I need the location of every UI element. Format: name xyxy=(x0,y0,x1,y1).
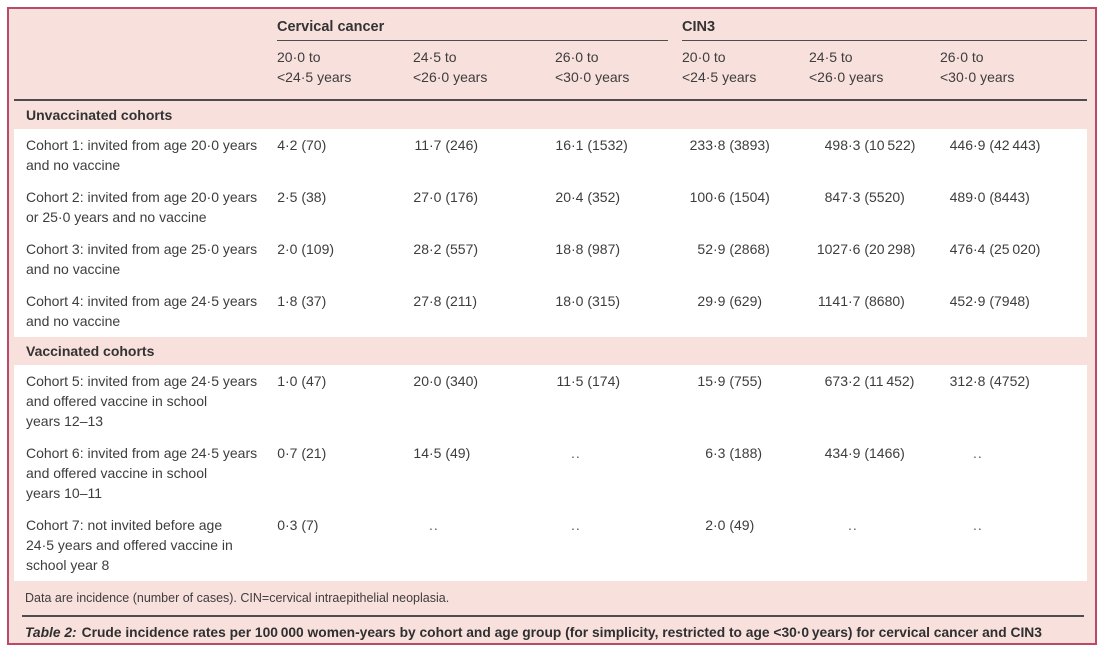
value-cell: .. xyxy=(429,517,439,533)
table-row: Cohort 5: invited from age 24·5 years and… xyxy=(14,365,1087,437)
value-cell: 2·0 (109) xyxy=(277,241,335,257)
section-header-vaccinated: Vaccinated cohorts xyxy=(26,343,155,359)
value-cell: .. xyxy=(848,517,858,533)
column-group-row: Cervical cancer CIN3 xyxy=(14,19,1087,41)
table-caption-text: Crude incidence rates per 100 000 women-… xyxy=(81,625,1042,640)
column-group-cervical-cancer: Cervical cancer xyxy=(277,19,668,41)
value-cell: 6·3 (188) xyxy=(705,445,763,461)
value-cell: 312·8 (4752) xyxy=(949,373,1030,389)
row-label: Cohort 3: invited from age 25·0 years and… xyxy=(26,241,258,277)
value-cell: 452·9 (7948) xyxy=(949,293,1030,309)
table-row: Cohort 2: invited from age 20·0 years or … xyxy=(14,181,1087,233)
value-cell: 18·8 (987) xyxy=(555,241,621,257)
value-cell: 100·6 (1504) xyxy=(689,189,770,205)
value-cell: 29·9 (629) xyxy=(697,293,763,309)
value-cell: 27·8 (211) xyxy=(413,293,477,309)
row-label: Cohort 1: invited from age 20·0 years and… xyxy=(26,137,258,173)
age-column-header: 24·5 to <26·0 years xyxy=(809,49,884,85)
table-header: Cervical cancer CIN3 20·0 to <24·5 years… xyxy=(14,9,1087,101)
value-cell: 489·0 (8443) xyxy=(949,189,1030,205)
row-label-column-spacer xyxy=(14,19,277,41)
table-footnote: Data are incidence (number of cases). CI… xyxy=(25,591,450,605)
age-column-header-row: 20·0 to <24·5 years 24·5 to <26·0 years … xyxy=(14,41,1087,99)
value-cell: .. xyxy=(571,445,581,461)
value-cell: 2·0 (49) xyxy=(705,517,755,533)
unvaccinated-rows: Cohort 1: invited from age 20·0 years and… xyxy=(14,129,1087,337)
value-cell: 28·2 (557) xyxy=(413,241,479,257)
value-cell: 498·3 (10 522) xyxy=(824,137,916,153)
value-cell: 14·5 (49) xyxy=(413,445,471,461)
table-row: Cohort 7: not invited before age 24·5 yea… xyxy=(14,509,1087,581)
row-label: Cohort 7: not invited before age 24·5 yea… xyxy=(26,517,233,573)
table-row: Cohort 3: invited from age 25·0 years and… xyxy=(14,233,1087,285)
incidence-table: Cervical cancer CIN3 20·0 to <24·5 years… xyxy=(14,9,1087,581)
row-label: Cohort 4: invited from age 24·5 years and… xyxy=(26,293,258,329)
value-cell: 0·3 (7) xyxy=(277,517,319,533)
value-cell: 1·0 (47) xyxy=(277,373,327,389)
value-cell: 18·0 (315) xyxy=(555,293,621,309)
value-cell: 1141·7 (8680) xyxy=(817,293,905,309)
age-column-header: 26·0 to <30·0 years xyxy=(940,49,1015,85)
value-cell: .. xyxy=(973,517,983,533)
value-cell: 15·9 (755) xyxy=(697,373,763,389)
table-row: Cohort 6: invited from age 24·5 years and… xyxy=(14,437,1087,509)
row-label: Cohort 2: invited from age 20·0 years or … xyxy=(26,189,258,225)
age-column-header: 26·0 to <30·0 years xyxy=(555,49,630,85)
table-2-panel: Cervical cancer CIN3 20·0 to <24·5 years… xyxy=(7,7,1097,645)
row-label: Cohort 6: invited from age 24·5 years and… xyxy=(26,445,258,501)
value-cell: 11·5 (174) xyxy=(556,373,621,389)
age-column-header: 20·0 to <24·5 years xyxy=(682,49,757,85)
value-cell: 11·7 (246) xyxy=(414,137,479,153)
value-cell: 2·5 (38) xyxy=(277,189,327,205)
table-row: Cohort 4: invited from age 24·5 years and… xyxy=(14,285,1087,337)
value-cell: 0·7 (21) xyxy=(277,445,327,461)
value-cell: 20·4 (352) xyxy=(555,189,621,205)
value-cell: .. xyxy=(571,517,581,533)
value-cell: 673·2 (11 452) xyxy=(824,373,915,389)
value-cell: 476·4 (25 020) xyxy=(949,241,1041,257)
row-label: Cohort 5: invited from age 24·5 years and… xyxy=(26,373,258,429)
value-cell: 20·0 (340) xyxy=(413,373,479,389)
value-cell: 446·9 (42 443) xyxy=(949,137,1041,153)
value-cell: 52·9 (2868) xyxy=(697,241,770,257)
value-cell: 27·0 (176) xyxy=(413,189,479,205)
table-caption: Table 2: Crude incidence rates per 100 00… xyxy=(9,617,1095,640)
section-header-unvaccinated: Unvaccinated cohorts xyxy=(26,107,173,123)
caption-divider xyxy=(22,615,1084,617)
vaccinated-rows: Cohort 5: invited from age 24·5 years and… xyxy=(14,365,1087,581)
value-cell: 1·8 (37) xyxy=(277,293,327,309)
value-cell: 233·8 (3893) xyxy=(689,137,770,153)
age-column-header: 20·0 to <24·5 years xyxy=(277,49,352,85)
row-label-column-header xyxy=(14,47,277,87)
value-cell: 4·2 (70) xyxy=(277,137,327,153)
value-cell: 434·9 (1466) xyxy=(824,445,905,461)
table-row: Cohort 1: invited from age 20·0 years and… xyxy=(14,129,1087,181)
value-cell: 1027·6 (20 298) xyxy=(816,241,916,257)
value-cell: 16·1 (1532) xyxy=(555,137,628,153)
value-cell: 847·3 (5520) xyxy=(824,189,905,205)
column-group-cin3: CIN3 xyxy=(682,19,1087,41)
table-caption-number: Table 2: xyxy=(25,625,77,640)
age-column-header: 24·5 to <26·0 years xyxy=(413,49,488,85)
table-footer: Data are incidence (number of cases). CI… xyxy=(9,581,1095,650)
value-cell: .. xyxy=(973,445,983,461)
